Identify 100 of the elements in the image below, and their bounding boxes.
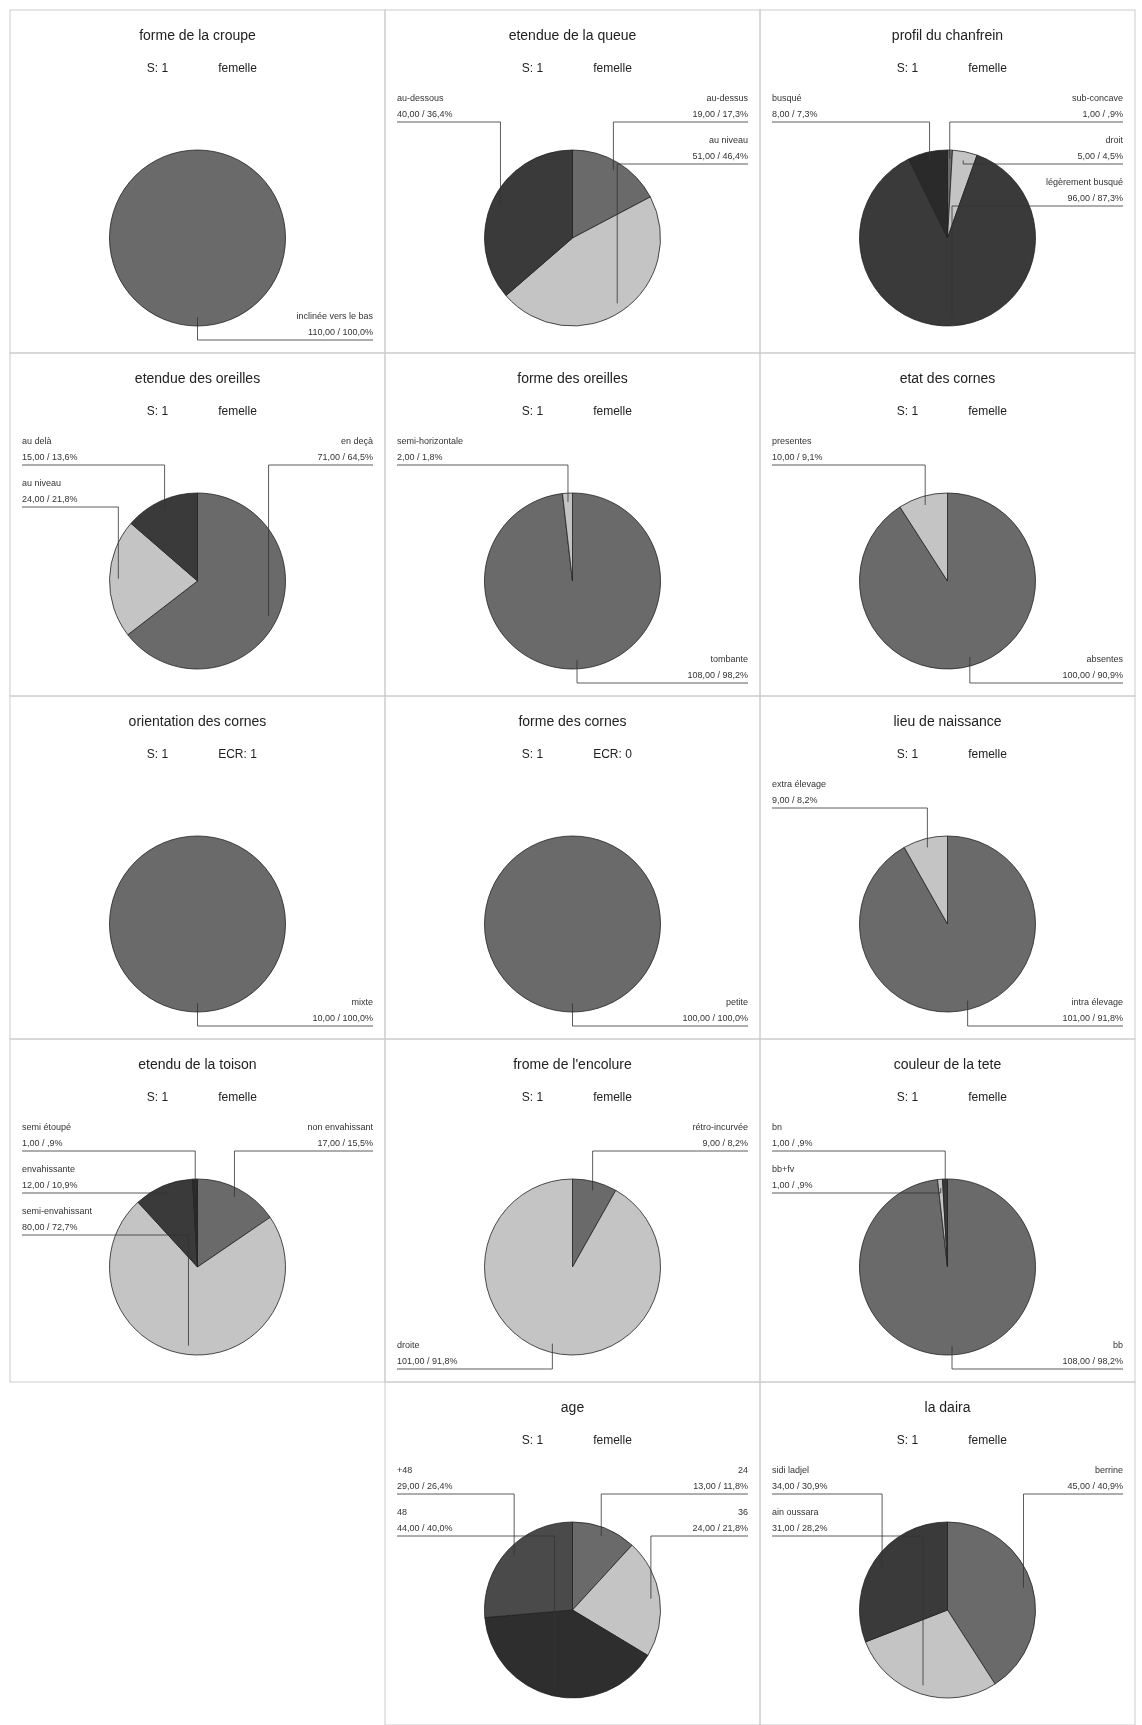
chart-subtitle: S: 1: [521, 747, 544, 761]
slice-label: semi-horizontale: [397, 436, 464, 446]
text: femelle: [968, 404, 1008, 418]
data-label: 101,00 / 91,8%: [1062, 1013, 1123, 1023]
slice-label: envahissante: [22, 1164, 76, 1174]
data-label: 1,00 / ,9%: [22, 1138, 63, 1148]
data-label: 45,00 / 40,9%: [1067, 1481, 1123, 1491]
chart-subtitle: S: 1: [896, 61, 919, 75]
text: femelle: [593, 61, 633, 75]
slice-label: droit: [1105, 135, 1124, 145]
data-label: 96,00 / 87,3%: [1067, 193, 1123, 203]
slice-label: légèrement busqué: [1045, 177, 1123, 187]
data-label: 1,00 / ,9%: [772, 1138, 813, 1148]
chart-title: forme des cornes: [518, 713, 627, 729]
data-label: 10,00 / 100,0%: [312, 1013, 373, 1023]
slice-label: bn: [772, 1122, 783, 1132]
text: femelle: [968, 1090, 1008, 1104]
data-label: 29,00 / 26,4%: [397, 1481, 453, 1491]
data-label: 12,00 / 10,9%: [22, 1180, 78, 1190]
slice-label: sub-concave: [1071, 93, 1123, 103]
chart-title: forme de la croupe: [139, 27, 257, 43]
text: femelle: [593, 404, 633, 418]
chart-title: etendue de la queue: [508, 27, 637, 43]
text: femelle: [218, 61, 258, 75]
slice-label: ain oussara: [772, 1507, 819, 1517]
slice-label: au niveau: [708, 135, 748, 145]
chart-title: lieu de naissance: [893, 713, 1002, 729]
data-label: 9,00 / 8,2%: [702, 1138, 748, 1148]
data-label: 40,00 / 36,4%: [397, 109, 453, 119]
slice-label: au delà: [22, 436, 52, 446]
data-label: 9,00 / 8,2%: [772, 795, 818, 805]
slice-label: mixte: [351, 997, 373, 1007]
data-label: 17,00 / 15,5%: [317, 1138, 373, 1148]
data-label: 34,00 / 30,9%: [772, 1481, 828, 1491]
chart-title: age: [560, 1399, 585, 1415]
chart-subtitle: S: 1: [146, 747, 169, 761]
slice-label: semi étoupé: [22, 1122, 72, 1132]
data-label: 100,00 / 90,9%: [1062, 670, 1123, 680]
data-label: 108,00 / 98,2%: [687, 670, 748, 680]
slice-label: busqué: [772, 93, 802, 103]
slice-label: droite: [397, 1340, 420, 1350]
text: ECR: 1: [218, 747, 258, 761]
chart-subtitle: S: 1: [521, 1090, 544, 1104]
chart-subtitle: S: 1: [146, 1090, 169, 1104]
chart-title: etat des cornes: [899, 370, 996, 386]
slice-label: au-dessous: [397, 93, 445, 103]
data-label: 71,00 / 64,5%: [317, 452, 373, 462]
data-label: 110,00 / 100,0%: [308, 327, 373, 337]
slice-label: berrine: [1094, 1465, 1123, 1475]
text: femelle: [593, 1090, 633, 1104]
data-label: 1,00 / ,9%: [1082, 109, 1123, 119]
slice-label: +48: [397, 1465, 413, 1475]
data-label: 13,00 / 11,8%: [693, 1481, 748, 1491]
chart-title: etendue des oreilles: [134, 370, 261, 386]
slice-label: 24: [737, 1465, 748, 1475]
text: ECR: 0: [593, 747, 633, 761]
data-label: 5,00 / 4,5%: [1077, 151, 1123, 161]
text: femelle: [218, 404, 258, 418]
slice-label: extra élevage: [772, 779, 827, 789]
chart-title: forme des oreilles: [517, 370, 628, 386]
data-label: 51,00 / 46,4%: [692, 151, 748, 161]
chart-title: couleur de la tete: [893, 1056, 1002, 1072]
text: femelle: [968, 61, 1008, 75]
data-label: 44,00 / 40,0%: [397, 1523, 453, 1533]
data-label: 24,00 / 21,8%: [692, 1523, 748, 1533]
slice-label: bb: [1112, 1340, 1123, 1350]
chart-title: profil du chanfrein: [891, 27, 1004, 43]
data-label: 15,00 / 13,6%: [22, 452, 78, 462]
slice-label: inclinée vers le bas: [296, 311, 374, 321]
text: femelle: [968, 747, 1008, 761]
data-label: 31,00 / 28,2%: [772, 1523, 828, 1533]
slice-label: tombante: [710, 654, 748, 664]
data-label: 19,00 / 17,3%: [692, 109, 748, 119]
data-label: 108,00 / 98,2%: [1062, 1356, 1123, 1366]
chart-title: etendu de la toison: [138, 1056, 257, 1072]
chart-subtitle: S: 1: [896, 404, 919, 418]
slice-label: petite: [725, 997, 748, 1007]
slice-label: semi-envahissant: [22, 1206, 93, 1216]
slice-label: 36: [737, 1507, 748, 1517]
chart-subtitle: S: 1: [521, 1433, 544, 1447]
chart-title: orientation des cornes: [128, 713, 267, 729]
chart-subtitle: S: 1: [896, 1090, 919, 1104]
slice-label: non envahissant: [307, 1122, 374, 1132]
data-label: 2,00 / 1,8%: [397, 452, 443, 462]
text: femelle: [968, 1433, 1008, 1447]
slice-label: au niveau: [22, 478, 62, 488]
chart-title: frome de l'encolure: [513, 1056, 633, 1072]
chart-subtitle: S: 1: [521, 404, 544, 418]
data-label: 100,00 / 100,0%: [682, 1013, 748, 1023]
chart-subtitle: S: 1: [146, 404, 169, 418]
chart-subtitle: S: 1: [896, 747, 919, 761]
slice-label: rétro-incurvée: [692, 1122, 748, 1132]
slice-label: absentes: [1086, 654, 1124, 664]
chart-title: la daira: [924, 1399, 971, 1415]
data-label: 1,00 / ,9%: [772, 1180, 813, 1190]
slice-label: presentes: [772, 436, 813, 446]
slice-label: bb+fv: [772, 1164, 795, 1174]
slice-label: en deçà: [340, 436, 373, 446]
text: femelle: [593, 1433, 633, 1447]
data-label: 8,00 / 7,3%: [772, 109, 818, 119]
